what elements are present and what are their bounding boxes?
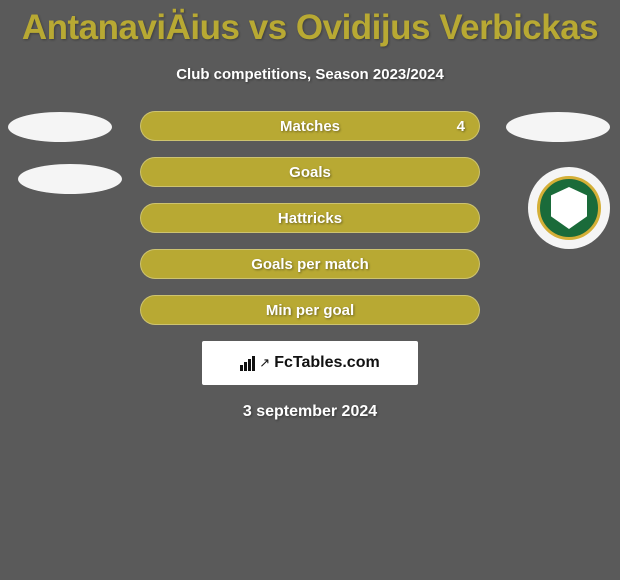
stat-bar-min-per-goal: Min per goal [140,295,480,325]
stat-label: Min per goal [266,302,354,319]
arrow-icon: ↗ [259,355,270,371]
fctables-brand-box[interactable]: ↗ FcTables.com [202,341,418,385]
stat-bar-goals-per-match: Goals per match [140,249,480,279]
badge-shield-icon [551,187,587,229]
stat-bar-hattricks: Hattricks [140,203,480,233]
player2-avatar-placeholder [506,112,610,142]
date-label: 3 september 2024 [0,403,620,421]
stats-area: Matches 4 Goals Hattricks Goals per matc… [0,111,620,421]
zalgiris-badge [537,176,601,240]
player1-avatar-placeholder [8,112,112,142]
stat-value-right: 4 [457,118,465,135]
page-title: AntanaviÄius vs Ovidijus Verbickas [0,0,620,48]
subtitle: Club competitions, Season 2023/2024 [0,66,620,83]
stat-label: Goals per match [251,256,369,273]
player2-club-badge [528,167,610,249]
player1-club-placeholder [18,164,122,194]
stat-bar-matches: Matches 4 [140,111,480,141]
stat-label: Matches [280,118,340,135]
brand-text: FcTables.com [274,354,380,372]
stat-bar-goals: Goals [140,157,480,187]
stat-label: Goals [289,164,331,181]
stats-column: Matches 4 Goals Hattricks Goals per matc… [140,111,480,325]
stat-label: Hattricks [278,210,342,227]
fctables-logo: ↗ FcTables.com [240,354,379,372]
chart-bars-icon [240,356,255,371]
